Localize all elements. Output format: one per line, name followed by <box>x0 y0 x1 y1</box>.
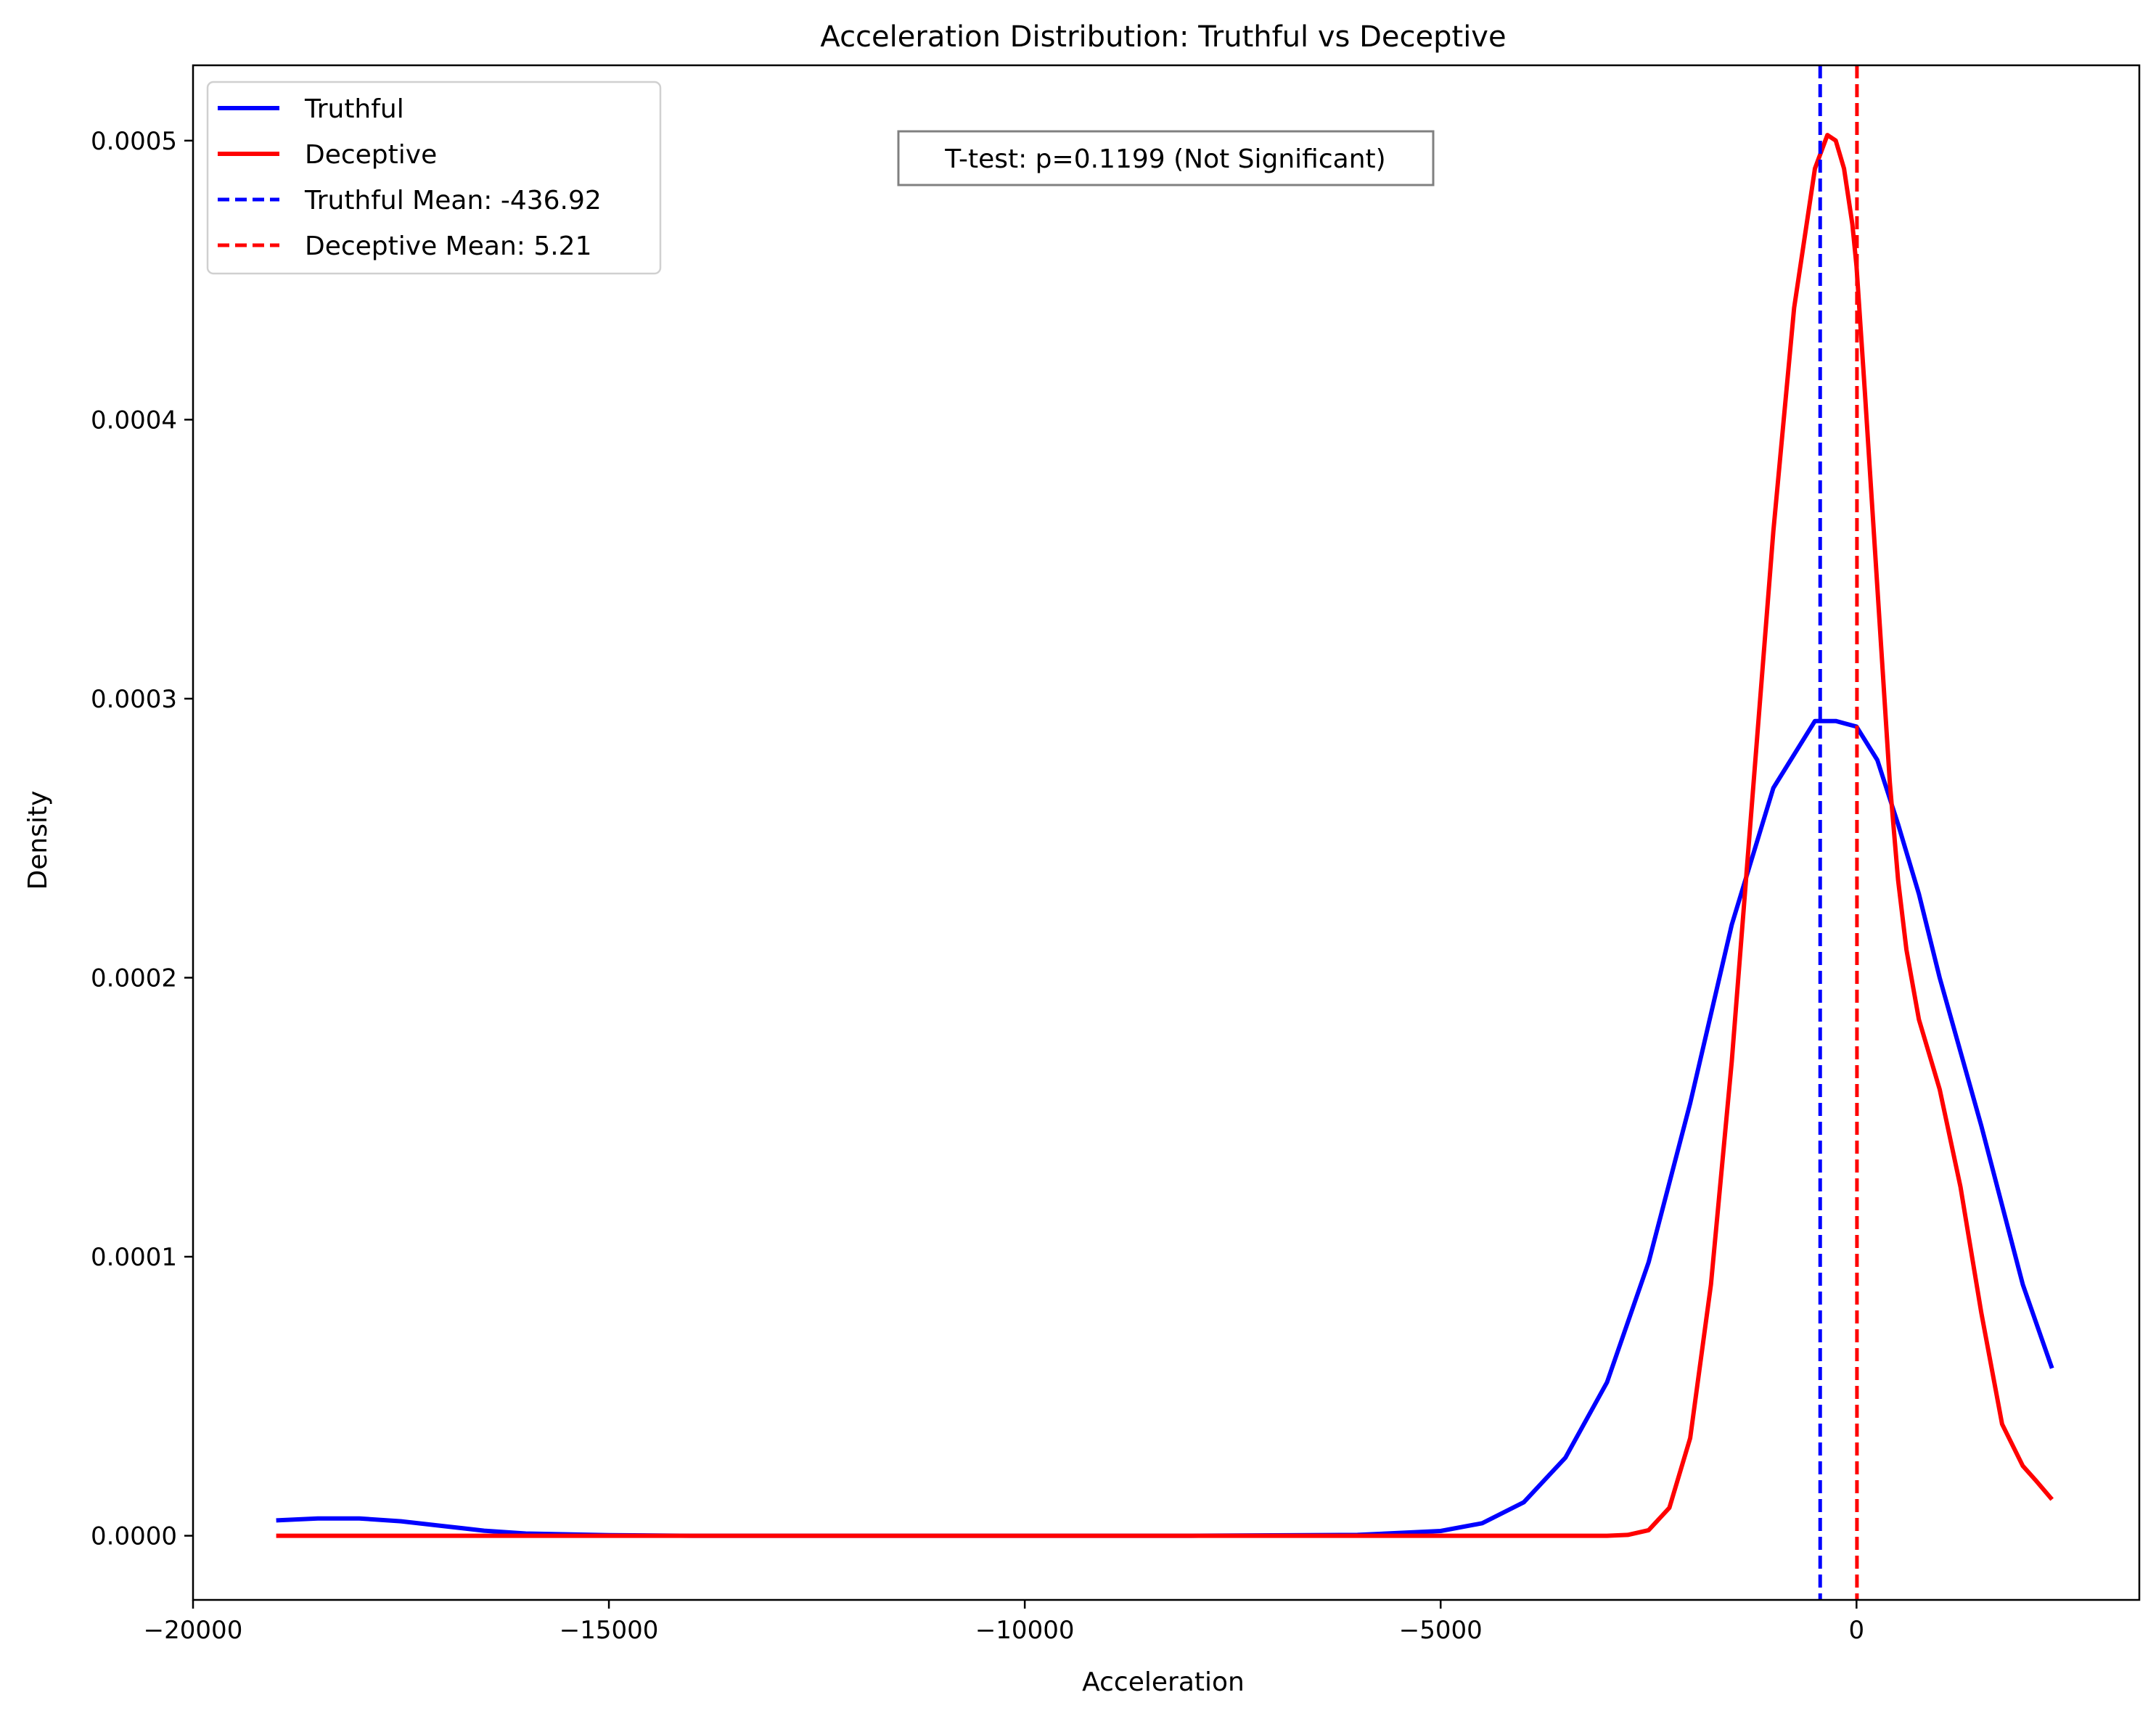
x-tick-label: −15000 <box>560 1616 659 1645</box>
legend-truthful-mean-label: Truthful Mean: -436.92 <box>304 186 602 215</box>
y-tick-label: 0.0005 <box>91 127 177 156</box>
annotation-frame <box>897 130 1435 186</box>
plot-area <box>276 65 2054 1600</box>
y-tick-label: 0.0002 <box>91 964 177 993</box>
legend-deceptive-mean-label: Deceptive Mean: 5.21 <box>305 231 592 261</box>
y-axis-label: Density <box>23 791 53 890</box>
legend-truthful-label: Truthful <box>304 94 404 124</box>
y-tick-label: 0.0004 <box>91 406 177 435</box>
ttest-annotation: T-test: p=0.1199 (Not Significant) <box>897 130 1435 186</box>
chart-title: Acceleration Distribution: Truthful vs D… <box>820 20 1506 54</box>
axes: −20000 −15000 −10000 −5000 0 0.0000 0.0001 0.00… <box>91 64 2141 1645</box>
x-tick-label: −20000 <box>144 1616 243 1645</box>
legend: Truthful Deceptive Truthful Mean: -436.92 D… <box>206 81 662 275</box>
x-axis-label: Acceleration <box>1082 1667 1245 1697</box>
x-tick-label: −10000 <box>975 1616 1075 1645</box>
annotation-text: T-test: p=0.1199 (Not Significant) <box>944 144 1385 174</box>
plot-content <box>276 65 2054 1600</box>
legend-deceptive-label: Deceptive <box>305 140 437 170</box>
y-tick-label: 0.0000 <box>91 1522 177 1551</box>
x-tick-label: 0 <box>1848 1616 1864 1645</box>
y-tick-label: 0.0003 <box>91 685 177 714</box>
y-tick-label: 0.0001 <box>91 1243 177 1272</box>
legend-frame <box>206 81 662 275</box>
axes-frame <box>192 64 2141 1601</box>
series-line-deceptive <box>276 133 2054 1538</box>
x-tick-label: −5000 <box>1399 1616 1483 1645</box>
